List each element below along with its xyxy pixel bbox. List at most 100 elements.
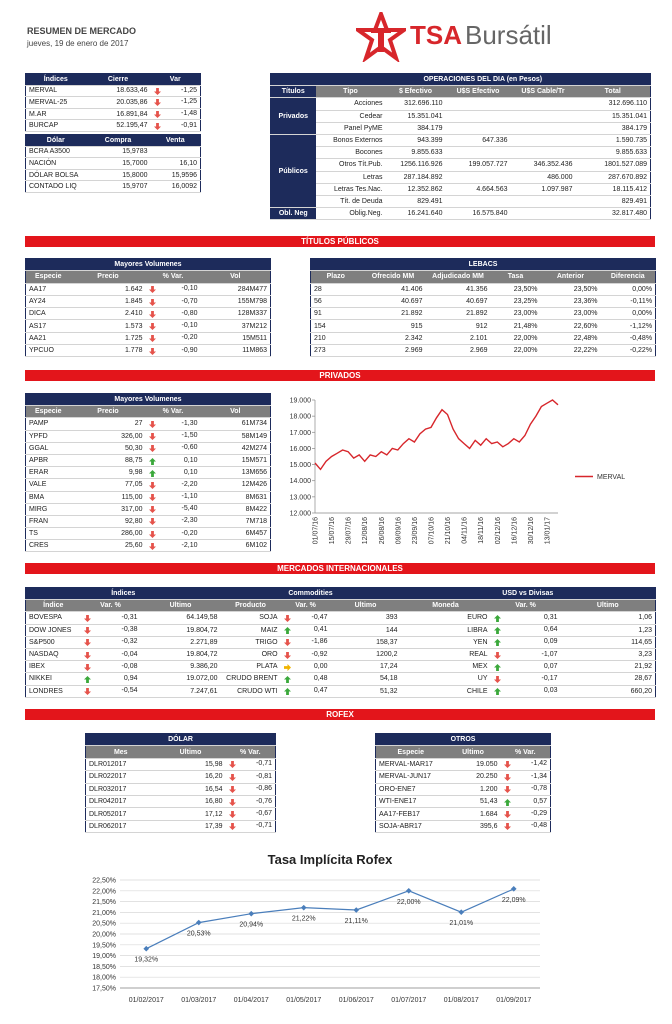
data-table: Índices Commodities USD vs Divisas Índice Va… (25, 587, 657, 698)
cell-value: Oblig.Neg. (349, 210, 383, 218)
arrow-shape (493, 614, 501, 622)
table-row: AA21 1.725 -0,20 15M511 (25, 332, 271, 346)
table-cell: 41.406 (360, 283, 426, 296)
data-label: 19,32% (134, 957, 158, 964)
arrow-shape (83, 651, 91, 659)
arrow-shape (148, 420, 156, 428)
table-cell: 0,07 (490, 660, 561, 674)
cell-value: 21,92 (634, 663, 653, 671)
arrow-icon (228, 773, 236, 781)
cell-value: 15,9783 (122, 148, 148, 156)
table-cell: REAL (400, 648, 491, 662)
data-table: Dólar Compra Venta BCRA A3500 15,9783 NACIÓN 1… (25, 134, 201, 193)
table-row: Privados Acciones 312.696.110 312.696.110 (270, 97, 651, 135)
column-header: Compra (85, 134, 151, 147)
cell-value: 0,00% (632, 285, 653, 293)
table-cell: Panel PyME (315, 122, 386, 135)
table-cell: 1.097.987 (510, 183, 576, 196)
cell-value: -0,48% (629, 334, 653, 342)
table-cell: 21,92 (560, 660, 656, 674)
table-cell: DÓLAR BOLSA (25, 169, 86, 182)
arrow-shape (153, 122, 161, 130)
column-header: Producto (220, 599, 281, 613)
cell-value: TRIGO (255, 638, 278, 646)
table-cell: -0,38 (80, 624, 141, 637)
table-cell: TRIGO (220, 636, 281, 649)
arrow-shape (148, 542, 156, 550)
column-header: Cierre (85, 73, 151, 86)
table-cell: MERVAL-MAR17 (375, 758, 446, 772)
cell-value: 395,6 (479, 822, 498, 830)
y-tick-label: 20,50% (92, 921, 116, 928)
arrow-icon (83, 627, 91, 635)
table-row: Índices Cierre Var (25, 73, 201, 86)
cell-value: CHILE (466, 687, 488, 695)
table-cell: -1,34 (500, 770, 551, 784)
cell-value: ORO-ENE7 (379, 785, 416, 793)
table-cell: 915 (360, 319, 426, 333)
cell-value: 0,57 (533, 797, 548, 805)
cell-value: 15.351.041 (407, 112, 443, 120)
table-row: MERVAL 18.633,46 -1,25 (25, 85, 201, 98)
table-cell (510, 122, 576, 135)
table-cell: Cedear (315, 110, 386, 123)
table-cell: AS17 (25, 319, 71, 333)
table-cell: 273 (310, 344, 361, 358)
arrow-icon (283, 614, 291, 622)
table-cell: 0,57 (500, 795, 551, 809)
data-label: 20,53% (187, 931, 211, 938)
cell-value: 647.336 (482, 137, 508, 145)
table-cell: 0,00 (280, 660, 331, 674)
cell-value: SOJA-ABR17 (379, 822, 422, 830)
table-cell: 22,60% (540, 319, 601, 333)
arrow-icon (148, 494, 156, 502)
table-cell: PAMP (25, 417, 71, 431)
table-cell: 41.356 (425, 283, 491, 296)
cell-value: 16,80 (204, 798, 223, 806)
table-cell: Tít. de Deuda (315, 195, 386, 209)
group-label: Públicos (270, 134, 316, 209)
table-cell: 16.575.840 (445, 207, 511, 221)
cell-value: 0,07 (543, 662, 558, 670)
cell-value: DOW JONES (29, 626, 72, 634)
table-cell: DLR022017 (85, 770, 156, 784)
column-header: Ofrecido MM (360, 270, 426, 284)
cell-value: 41.356 (466, 285, 488, 293)
cell-value: 0,47 (313, 687, 328, 695)
cell-value: VALE (29, 481, 47, 489)
cell-value: 12M426 (241, 481, 267, 489)
table-cell: 829.491 (575, 195, 651, 209)
x-tick-label: 21/10/16 (445, 517, 452, 544)
cell-value: 22,48% (573, 334, 598, 342)
arrow-icon (493, 627, 501, 635)
table-cell: MERVAL-JUN17 (375, 770, 446, 784)
cell-value: AA17-FEB17 (379, 810, 420, 818)
arrow-icon (148, 310, 156, 318)
cell-value: 144 (385, 626, 398, 634)
cell-value: 19.804,72 (186, 626, 218, 634)
table-cell: -2,20 (145, 478, 201, 492)
table-cell: 1.642 (70, 283, 146, 296)
arrow-icon (503, 823, 511, 831)
cell-value: -0,91 (181, 121, 197, 129)
cell-value: BCRA A3500 (29, 148, 70, 156)
column-header: Ultimo (560, 599, 656, 613)
data-table: Índices Cierre Var MERVAL 18.633,46 -1,25 MERV… (25, 73, 201, 132)
table-row: AA17-FEB17 1.684 -0,29 (375, 807, 551, 821)
table-cell: 155M798 (200, 295, 271, 309)
table-cell: 22,22% (540, 344, 601, 358)
cell-value: 15,8000 (122, 171, 148, 179)
cell-value: 16,0092 (171, 183, 197, 191)
table-cell: -1,50 (145, 430, 201, 443)
arrow-icon (228, 786, 236, 794)
x-tick-label: 15/07/16 (329, 517, 336, 544)
table-cell: -0,80 (145, 307, 201, 321)
table-row: DLR032017 16,54 -0,86 (85, 783, 276, 796)
arrow-shape (503, 823, 511, 831)
cell-value: 6M102 (245, 542, 267, 550)
x-tick-label: 30/12/16 (528, 517, 535, 544)
table-cell: 912 (425, 319, 491, 333)
table-cell: 77,05 (70, 478, 146, 492)
table-row: Obl. Neg Oblig.Neg. 16.241.640 16.575.840 32… (270, 207, 651, 221)
